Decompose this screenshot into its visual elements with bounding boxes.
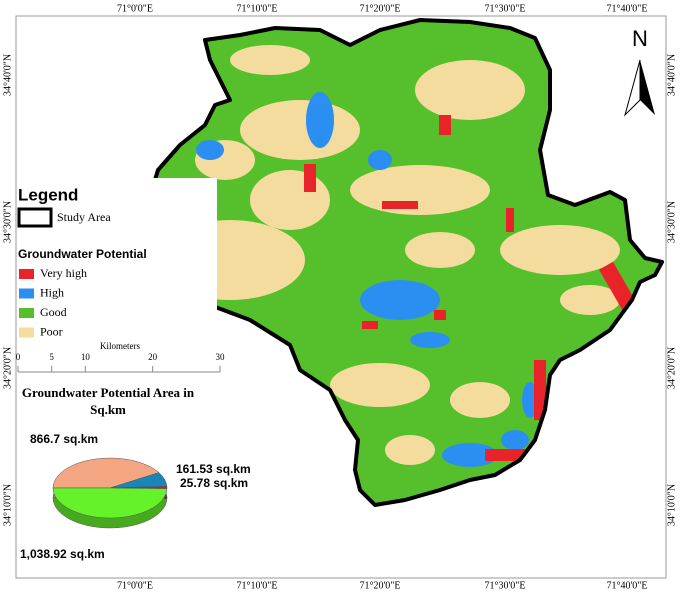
right-coordinate: 34°40'0"N <box>666 54 677 96</box>
legend-subtitle: Groundwater Potential <box>18 247 147 261</box>
pie-value-label: 866.7 sq.km <box>30 432 98 446</box>
legend-swatch <box>19 308 34 318</box>
bottom-coordinate: 71°30'0"E <box>485 580 526 591</box>
top-coordinate: 71°30'0"E <box>485 3 526 14</box>
legend-swatch <box>19 269 34 279</box>
poor-zone <box>385 435 435 465</box>
pie-value-label: 1,038.92 sq.km <box>20 547 105 561</box>
very-high-zone <box>434 310 446 320</box>
north-label: N <box>632 26 648 51</box>
pie-title: Groundwater Potential Area in Sq.km <box>21 385 195 417</box>
very-high-zone <box>304 164 316 192</box>
scale-tick-label: 0 <box>16 352 21 362</box>
legend-swatch <box>19 288 34 299</box>
very-high-zone <box>382 201 418 209</box>
bottom-coordinate: 71°10'0"E <box>237 580 278 591</box>
poor-zone <box>560 285 620 315</box>
legend-label: Very high <box>40 266 87 280</box>
high-zone <box>501 430 529 450</box>
right-coordinate: 34°20'0"N <box>666 347 677 389</box>
left-coordinate: 34°20'0"N <box>2 347 13 389</box>
pie-slice <box>52 457 160 489</box>
poor-zone <box>330 363 430 407</box>
legend-swatch <box>19 327 34 338</box>
scale-tick-label: 10 <box>81 352 91 362</box>
very-high-zone <box>485 449 525 461</box>
very-high-zone <box>506 208 514 232</box>
poor-zone <box>500 225 620 275</box>
high-zone <box>410 332 450 348</box>
poor-zone <box>450 382 510 418</box>
very-high-zone <box>534 360 546 420</box>
poor-zone <box>350 165 490 215</box>
scale-tick-label: 30 <box>216 352 226 362</box>
top-coordinate: 71°0'0"E <box>117 3 153 14</box>
left-coordinate: 34°30'0"N <box>2 201 13 243</box>
left-coordinate: 34°10'0"N <box>2 484 13 526</box>
high-zone <box>368 150 392 170</box>
pie-value-label: 161.53 sq.km <box>176 462 251 476</box>
top-coordinate: 71°10'0"E <box>237 3 278 14</box>
high-zone <box>196 140 224 160</box>
pie-slice <box>52 487 168 519</box>
legend-title: Legend <box>18 185 78 204</box>
pie-value-label: 25.78 sq.km <box>180 476 248 490</box>
very-high-zone <box>439 115 451 135</box>
poor-zone <box>240 100 360 160</box>
high-zone <box>306 92 334 148</box>
bottom-coordinate: 71°20'0"E <box>360 580 401 591</box>
legend-box <box>17 178 217 348</box>
study-area-swatch <box>17 207 53 228</box>
scale-label: Kilometers <box>100 341 140 351</box>
legend-label: Good <box>40 305 67 319</box>
scale-tick-label: 20 <box>148 352 158 362</box>
high-zone <box>442 443 498 467</box>
high-zone <box>360 280 440 320</box>
poor-zone <box>415 60 525 120</box>
study-area-label: Study Area <box>57 210 111 224</box>
scale-tick-label: 5 <box>49 352 54 362</box>
legend-label: High <box>40 285 64 299</box>
poor-zone <box>230 45 310 75</box>
bottom-coordinate: 71°40'0"E <box>607 580 648 591</box>
top-coordinate: 71°40'0"E <box>607 3 648 14</box>
right-coordinate: 34°10'0"N <box>666 484 677 526</box>
top-coordinate: 71°20'0"E <box>360 3 401 14</box>
poor-zone <box>405 232 475 268</box>
legend-label: Poor <box>40 324 63 338</box>
poor-zone <box>250 170 330 230</box>
very-high-zone <box>362 321 378 329</box>
north-arrow-right <box>640 60 655 115</box>
north-arrow <box>624 59 655 117</box>
right-coordinate: 34°30'0"N <box>666 201 677 243</box>
left-coordinate: 34°40'0"N <box>2 54 13 96</box>
bottom-coordinate: 71°0'0"E <box>117 580 153 591</box>
